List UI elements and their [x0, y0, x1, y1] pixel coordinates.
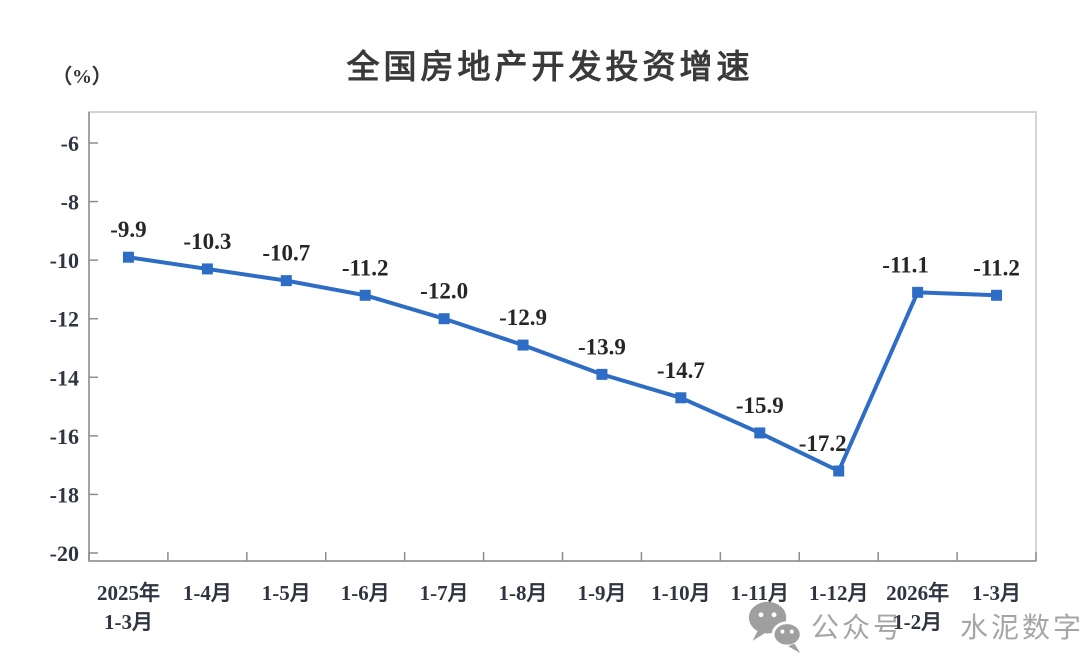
data-label: -12.9	[499, 305, 547, 330]
plot-border	[88, 111, 1037, 562]
data-label: -14.7	[657, 358, 705, 383]
axis-lines	[88, 112, 1036, 562]
chart-title: 全国房地产开发投资增速	[346, 48, 754, 85]
y-tick-label: -12	[50, 307, 79, 332]
y-tick-label: -8	[61, 190, 79, 215]
data-point	[991, 289, 1003, 301]
data-label: -11.2	[342, 255, 389, 280]
data-point	[517, 339, 529, 351]
y-tick-label: -14	[50, 365, 79, 390]
y-tick-label: -10	[50, 248, 79, 273]
y-axis-unit-label: （%）	[52, 66, 112, 88]
data-point	[912, 286, 924, 298]
data-label: -10.7	[262, 241, 310, 266]
data-line	[126, 255, 999, 473]
y-tick-label: -6	[61, 131, 79, 156]
data-point	[359, 289, 371, 301]
y-tick-label: -18	[50, 482, 79, 507]
x-tick-label: 1-7月	[420, 581, 469, 605]
data-label: -11.2	[973, 255, 1020, 280]
data-label: -13.9	[578, 334, 626, 359]
wechat-icon	[748, 601, 803, 654]
data-label: -11.1	[882, 252, 929, 277]
data-label: -10.3	[183, 229, 231, 254]
x-tick-label: 2025年	[97, 581, 160, 605]
x-tick-label: 1-9月	[577, 581, 626, 605]
x-tick-label: 1-3月	[104, 610, 153, 634]
data-point	[754, 427, 766, 439]
data-label: -9.9	[110, 217, 146, 242]
x-tick-label: 1-8月	[499, 581, 548, 605]
x-tick-label: 1-6月	[341, 581, 390, 605]
data-point	[438, 313, 450, 325]
data-point	[833, 465, 845, 477]
watermark: 公众号 水泥数字	[747, 597, 1080, 655]
y-tick-label: -20	[50, 541, 79, 566]
data-label: -15.9	[736, 393, 784, 418]
data-point	[280, 275, 292, 287]
x-tick-label: 1-5月	[262, 581, 311, 605]
x-tick-label: 1-4月	[183, 581, 232, 605]
data-point	[122, 251, 134, 263]
data-point	[675, 392, 687, 404]
watermark-text-left: 公众号	[811, 612, 905, 643]
data-label: -17.2	[799, 431, 847, 456]
x-tick-label: 1-10月	[651, 581, 711, 605]
watermark-text-right: 水泥数字	[960, 612, 1080, 643]
y-tick-label: -16	[50, 424, 79, 449]
data-label: -12.0	[420, 279, 468, 304]
data-point	[201, 263, 213, 275]
data-point	[596, 368, 608, 380]
